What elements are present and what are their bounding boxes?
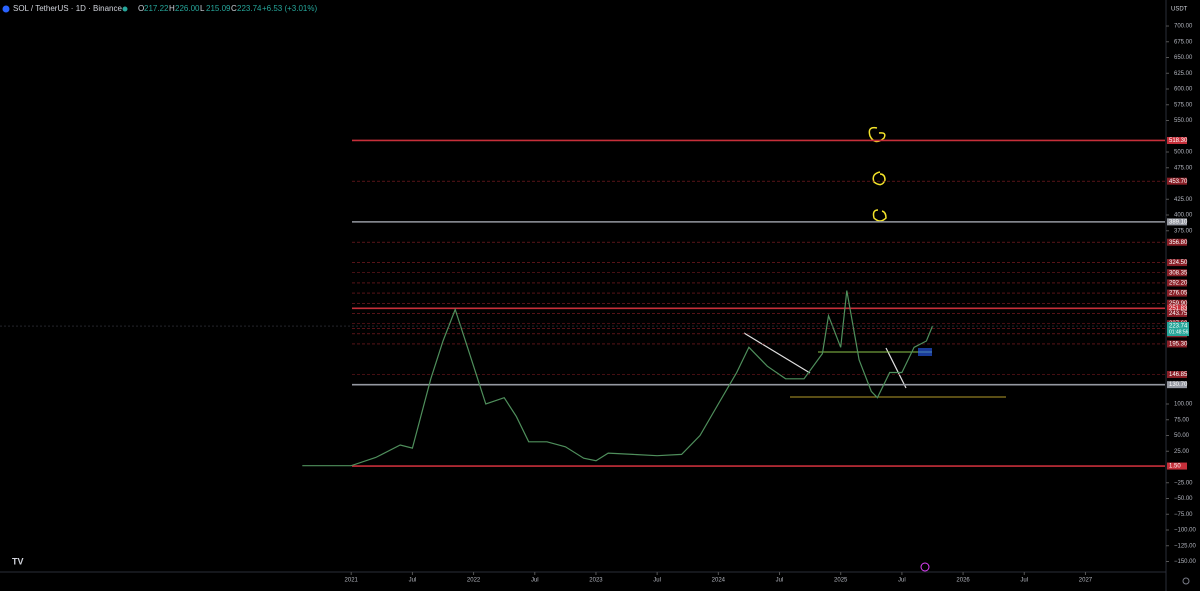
- price-level-tag: [1167, 289, 1187, 297]
- x-tick-label: Jul: [1020, 578, 1028, 584]
- price-level-label: 389.10: [1169, 219, 1188, 225]
- currency[interactable]: USDT: [1171, 7, 1188, 13]
- price-level-label: 324.50: [1169, 260, 1188, 266]
- events-icon[interactable]: [920, 562, 930, 572]
- y-tick-label: 700.00: [1174, 24, 1193, 30]
- x-tick-label: 2027: [1079, 578, 1093, 584]
- price-level-tag: [1167, 304, 1187, 312]
- y-tick-label: −150.00: [1174, 559, 1197, 565]
- countdown: 01:48:56: [1169, 329, 1189, 335]
- y-tick-label: 600.00: [1174, 87, 1193, 93]
- ohlc-key: L: [200, 4, 205, 13]
- y-tick-label: −125.00: [1174, 543, 1197, 549]
- logo: TV: [12, 556, 24, 566]
- price-level-label: 251.83: [1169, 306, 1188, 312]
- price-level-tag: [1167, 238, 1187, 246]
- x-tick-label: Jul: [898, 578, 906, 584]
- price-level-label: 259.90: [1169, 301, 1188, 307]
- x-tick-label: 2021: [345, 578, 359, 584]
- ohlc-values: O 217.22 H 226.00 L 215.09 C 223.74: [138, 4, 262, 13]
- ohlc-key: H: [169, 4, 175, 13]
- price-level-label: 518.30: [1169, 138, 1188, 144]
- price-level-tag: [1167, 177, 1187, 185]
- x-tick-label: 2024: [712, 578, 726, 584]
- annotation-circle: [872, 209, 887, 222]
- trend-line: [743, 332, 811, 374]
- ohlc-value: 226.00: [175, 4, 200, 13]
- ohlc-key: C: [231, 4, 237, 13]
- price-level-label: 356.80: [1169, 240, 1188, 246]
- settings-icon[interactable]: [1182, 577, 1190, 585]
- ohlc-value: 215.09: [206, 4, 231, 13]
- symbol-icon[interactable]: [2, 5, 10, 13]
- y-tick-label: 675.00: [1174, 39, 1193, 45]
- y-tick-label: 500.00: [1174, 150, 1193, 156]
- annotation-circle: [872, 171, 886, 186]
- ohlc-value: 223.74: [237, 4, 262, 13]
- price-level-label: 243.75: [1169, 311, 1188, 317]
- x-tick-label: Jul: [653, 578, 661, 584]
- price-level-tag: [1167, 136, 1187, 144]
- x-tick-label: Jul: [409, 578, 417, 584]
- y-tick-label: −100.00: [1174, 528, 1197, 534]
- y-tick-label: 575.00: [1174, 102, 1193, 108]
- price-level-label: 146.85: [1169, 372, 1188, 378]
- y-tick-label: −50.00: [1174, 496, 1193, 502]
- ohlc-key: O: [138, 4, 144, 13]
- y-tick-label: −25.00: [1174, 480, 1193, 486]
- price-level-tag: [1167, 218, 1187, 226]
- x-tick-label: Jul: [776, 578, 784, 584]
- price-level-tag: [1167, 309, 1187, 317]
- y-tick-label: 625.00: [1174, 71, 1193, 77]
- trend-line: [885, 347, 907, 389]
- price-level-label: 308.35: [1169, 270, 1188, 276]
- price-level-tag: [1167, 340, 1187, 348]
- price-level-tag: [1167, 259, 1187, 267]
- y-tick-label: 375.00: [1174, 228, 1193, 234]
- y-tick-label: 475.00: [1174, 165, 1193, 171]
- y-tick-label: −75.00: [1174, 512, 1193, 518]
- y-tick-label: 100.00: [1174, 402, 1193, 408]
- y-tick-label: 25.00: [1174, 449, 1190, 455]
- x-tick-label: Jul: [531, 578, 539, 584]
- price-level-tag: [1167, 381, 1187, 389]
- last-price-tag: [1167, 322, 1189, 337]
- projection-box: [918, 348, 932, 356]
- x-tick-label: 2026: [956, 578, 970, 584]
- y-tick-label: 650.00: [1174, 55, 1193, 61]
- ohlc-value: 217.22: [144, 4, 169, 13]
- price-level-label: 195.30: [1169, 342, 1188, 348]
- y-tick-label: 400.00: [1174, 213, 1193, 219]
- price-level-label: 292.20: [1169, 280, 1188, 286]
- symbol-title[interactable]: SOL / TetherUS · 1D · Binance: [13, 4, 122, 13]
- price-level-tag: [1167, 370, 1187, 378]
- x-tick-label: 2023: [589, 578, 603, 584]
- x-tick-label: 2025: [834, 578, 848, 584]
- price-level-label: 276.05: [1169, 291, 1188, 297]
- price-level-tag: [1167, 279, 1187, 287]
- price-line: [302, 290, 934, 467]
- market-status: [122, 6, 128, 12]
- change: +6.53 (+3.01%): [262, 4, 317, 13]
- y-tick-label: 550.00: [1174, 118, 1193, 124]
- price-level-label: 1.50: [1169, 464, 1181, 470]
- annotation-circle: [868, 126, 886, 143]
- y-tick-label: 425.00: [1174, 197, 1193, 203]
- price-level-tag: [1167, 462, 1187, 470]
- x-tick-label: 2022: [467, 578, 481, 584]
- last-price-label: 223.74: [1169, 324, 1188, 330]
- y-tick-label: 50.00: [1174, 433, 1190, 439]
- price-level-label: 130.70: [1169, 382, 1188, 388]
- price-level-label: 453.70: [1169, 179, 1188, 185]
- price-level-tag: [1167, 269, 1187, 277]
- price-level-tag: [1167, 299, 1187, 307]
- y-tick-label: 75.00: [1174, 417, 1190, 423]
